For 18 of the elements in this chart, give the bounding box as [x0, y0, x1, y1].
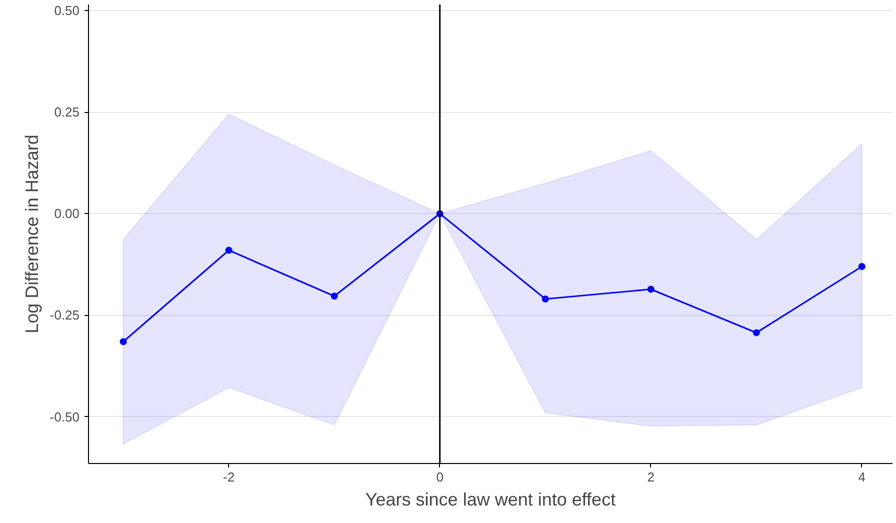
x-tick-label: -2	[223, 470, 235, 484]
x-axis-title: Years since law went into effect	[365, 490, 616, 510]
point	[752, 329, 760, 336]
y-tick-label: 0.00	[54, 206, 80, 222]
y-tick-label: -0.25	[50, 308, 80, 323]
point	[647, 286, 654, 293]
y-tick-label: 0.25	[54, 104, 80, 120]
point	[120, 338, 127, 346]
point	[330, 292, 338, 300]
point	[225, 246, 232, 254]
point	[542, 295, 549, 302]
y-tick-label: 0.50	[54, 3, 80, 18]
point	[858, 263, 866, 270]
x-tick-label: 0	[436, 470, 444, 484]
y-tick-label: -0.50	[50, 409, 80, 424]
x-tick-label: 2	[647, 470, 654, 484]
y-axis-title: Log Difference in Hazard	[22, 134, 42, 334]
x-tick-label: 4	[858, 470, 866, 484]
